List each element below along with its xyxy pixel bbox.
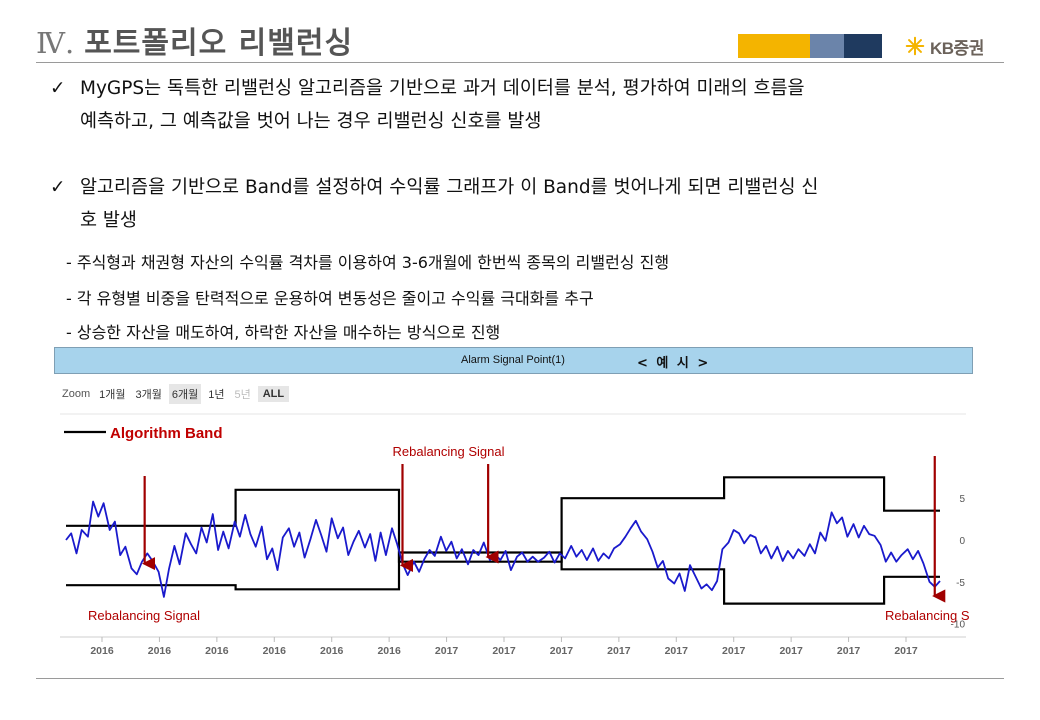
chart-header-bar: Alarm Signal Point(1) < 예 시 > (54, 347, 973, 374)
brand-stripe-steel (810, 34, 844, 58)
y-ticks: 5 0 -5 -10 (951, 494, 966, 630)
band-lower-line (66, 551, 940, 605)
zoom-3m-button[interactable]: 3개월 (135, 389, 162, 401)
sub-point-2: - 각 유형별 비중을 탄력적으로 운용하여 변동성은 줄이고 수익률 극대화를… (66, 289, 594, 308)
kb-star-icon (905, 36, 925, 56)
x-tick-label: 2017 (550, 645, 574, 657)
zoom-6m-button[interactable]: 6개월 (168, 384, 202, 404)
legend: Algorithm Band (64, 425, 223, 442)
bullet-1-line-2: 예측하고, 그 예측값을 벗어 나는 경우 리밸런싱 신호를 발생 (80, 111, 542, 132)
title-text: 포트폴리오 리밸런싱 (84, 26, 354, 61)
signal-label: Rebalancing Signal (885, 608, 970, 623)
x-tick-label: 2017 (665, 645, 689, 657)
x-tick-label: 2017 (837, 645, 861, 657)
x-tick-label: 2017 (894, 645, 918, 657)
check-icon: ✓ (50, 78, 66, 99)
bullet-2-line-2: 호 발생 (80, 210, 137, 231)
logo-text: KB증권 (930, 38, 984, 58)
chart-header-title: Alarm Signal Point(1) (461, 354, 565, 366)
slide-title: Ⅳ. 포트폴리오 리밸런싱 (36, 18, 353, 62)
zoom-all-button[interactable]: ALL (257, 386, 290, 402)
y-tick-label: -10 (951, 620, 966, 631)
zoom-5y-button[interactable]: 5년 (234, 389, 251, 401)
signals: Rebalancing Signal Rebalancing Signal Reba… (88, 444, 970, 623)
x-tick-label: 2016 (90, 645, 114, 657)
zoom-1m-button[interactable]: 1개월 (99, 389, 126, 401)
returns-line (65, 500, 941, 598)
signal-label: Rebalancing Signal (392, 444, 504, 459)
x-tick-label: 2017 (779, 645, 803, 657)
grid (60, 413, 966, 638)
x-tick-label: 2016 (377, 645, 401, 657)
returns-series-line (65, 500, 941, 598)
x-tick-label: 2017 (492, 645, 516, 657)
brand-stripe-navy (844, 34, 882, 58)
x-tick-label: 2017 (722, 645, 746, 657)
x-tick-label: 2017 (435, 645, 459, 657)
zoom-bar: Zoom 1개월 3개월 6개월 1년 5년 ALL (62, 384, 293, 404)
check-icon: ✓ (50, 177, 66, 198)
brand-stripe-yellow (738, 34, 810, 58)
y-tick-label: 5 (959, 494, 965, 505)
legend-label: Algorithm Band (110, 425, 223, 442)
x-tick-label: 2016 (320, 645, 344, 657)
signal-label: Rebalancing Signal (88, 608, 200, 623)
zoom-1y-button[interactable]: 1년 (208, 389, 225, 401)
x-tick-label: 2016 (205, 645, 229, 657)
section-number: Ⅳ. (36, 26, 75, 60)
example-label: < 예 시 > (637, 356, 709, 371)
y-tick-label: -5 (956, 578, 965, 589)
title-rule (36, 62, 1004, 63)
band-upper-line (66, 476, 940, 563)
bullet-2-line-1: 알고리즘을 기반으로 Band를 설정하여 수익률 그래프가 이 Band를 벗… (80, 177, 819, 198)
bullet-1-line-1: MyGPS는 독특한 리밸런싱 알고리즘을 기반으로 과거 데이터를 분석, 평… (80, 78, 805, 99)
band-lines (66, 476, 940, 605)
bottom-rule (36, 678, 1004, 679)
x-ticks: 2016 2016 2016 2016 2016 2016 2017 2017 2017 2017… (90, 637, 918, 657)
x-tick-label: 2016 (263, 645, 287, 657)
sub-point-1: - 주식형과 채권형 자산의 수익률 격차를 이용하여 3-6개월에 한번씩 종… (66, 253, 670, 272)
y-tick-label: 0 (959, 536, 965, 547)
x-tick-label: 2016 (148, 645, 172, 657)
x-tick-label: 2017 (607, 645, 631, 657)
kb-logo: KB증권 (904, 34, 984, 58)
rebalancing-chart: Algorithm Band Rebalancing SignalRebalan… (60, 413, 970, 657)
sub-point-3: - 상승한 자산을 매도하여, 하락한 자산을 매수하는 방식으로 진행 (66, 323, 501, 342)
zoom-label: Zoom (62, 388, 91, 400)
